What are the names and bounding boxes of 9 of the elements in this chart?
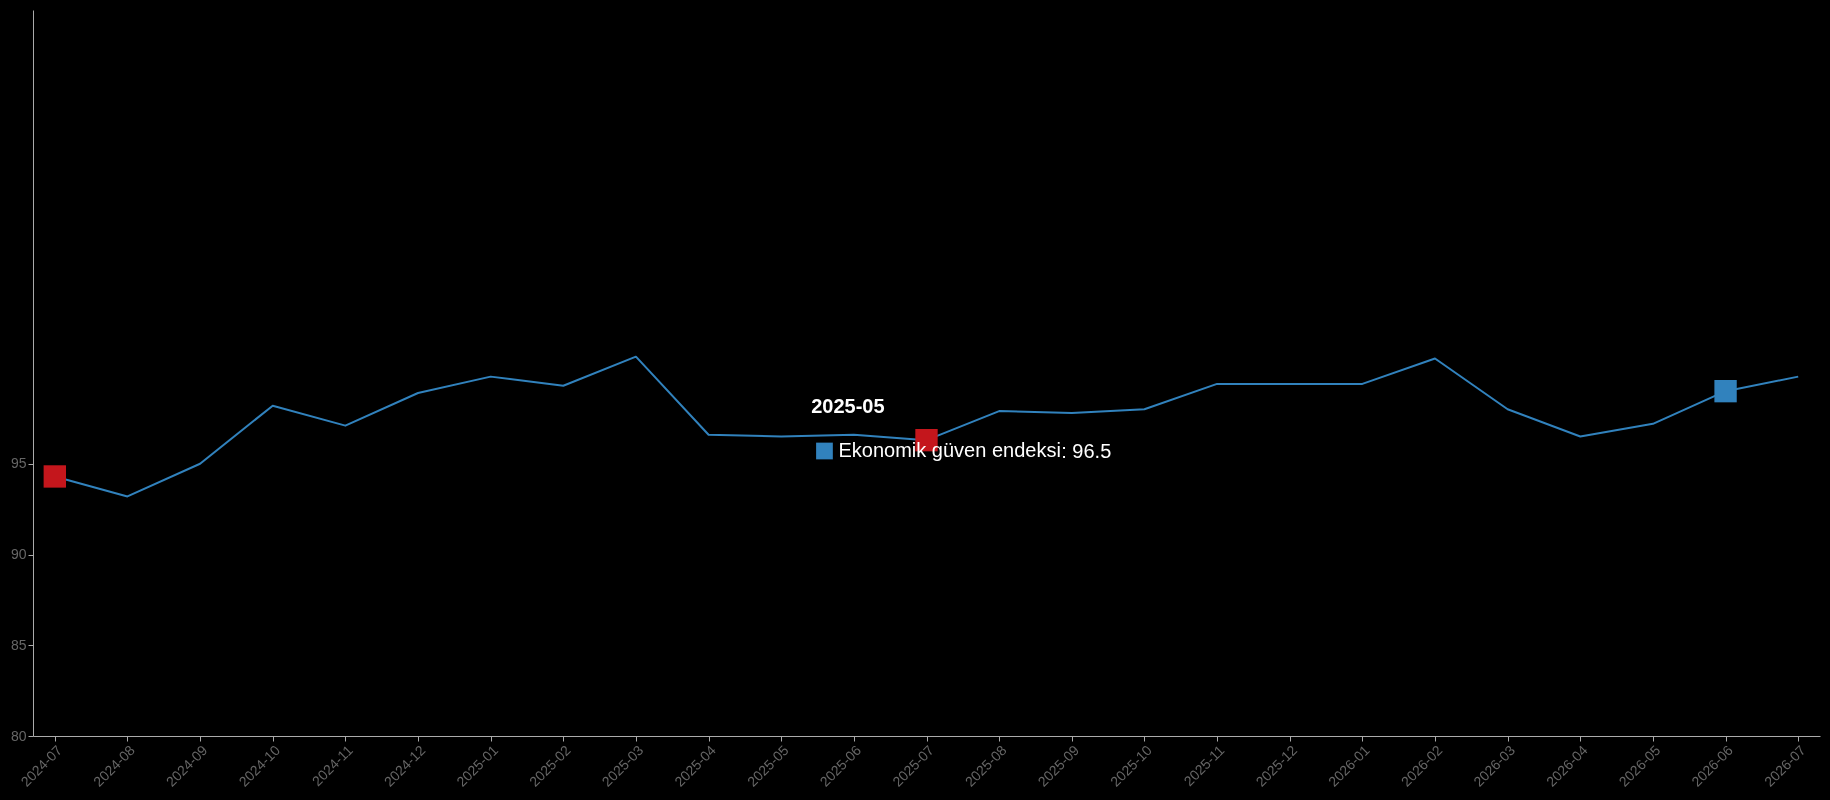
annotation: : 96.5 [1061, 439, 1112, 462]
point [1714, 379, 1737, 403]
y-tick-label: 90 [10, 546, 27, 562]
annotation: 2025-05 [811, 394, 885, 417]
y-tick-label: 85 [10, 636, 27, 653]
y-tick-label: 95 [10, 455, 27, 472]
y-tick-label: 80 [10, 727, 27, 744]
point [43, 465, 66, 488]
legend-label: Ekonomik güven endeksi [838, 439, 1061, 461]
